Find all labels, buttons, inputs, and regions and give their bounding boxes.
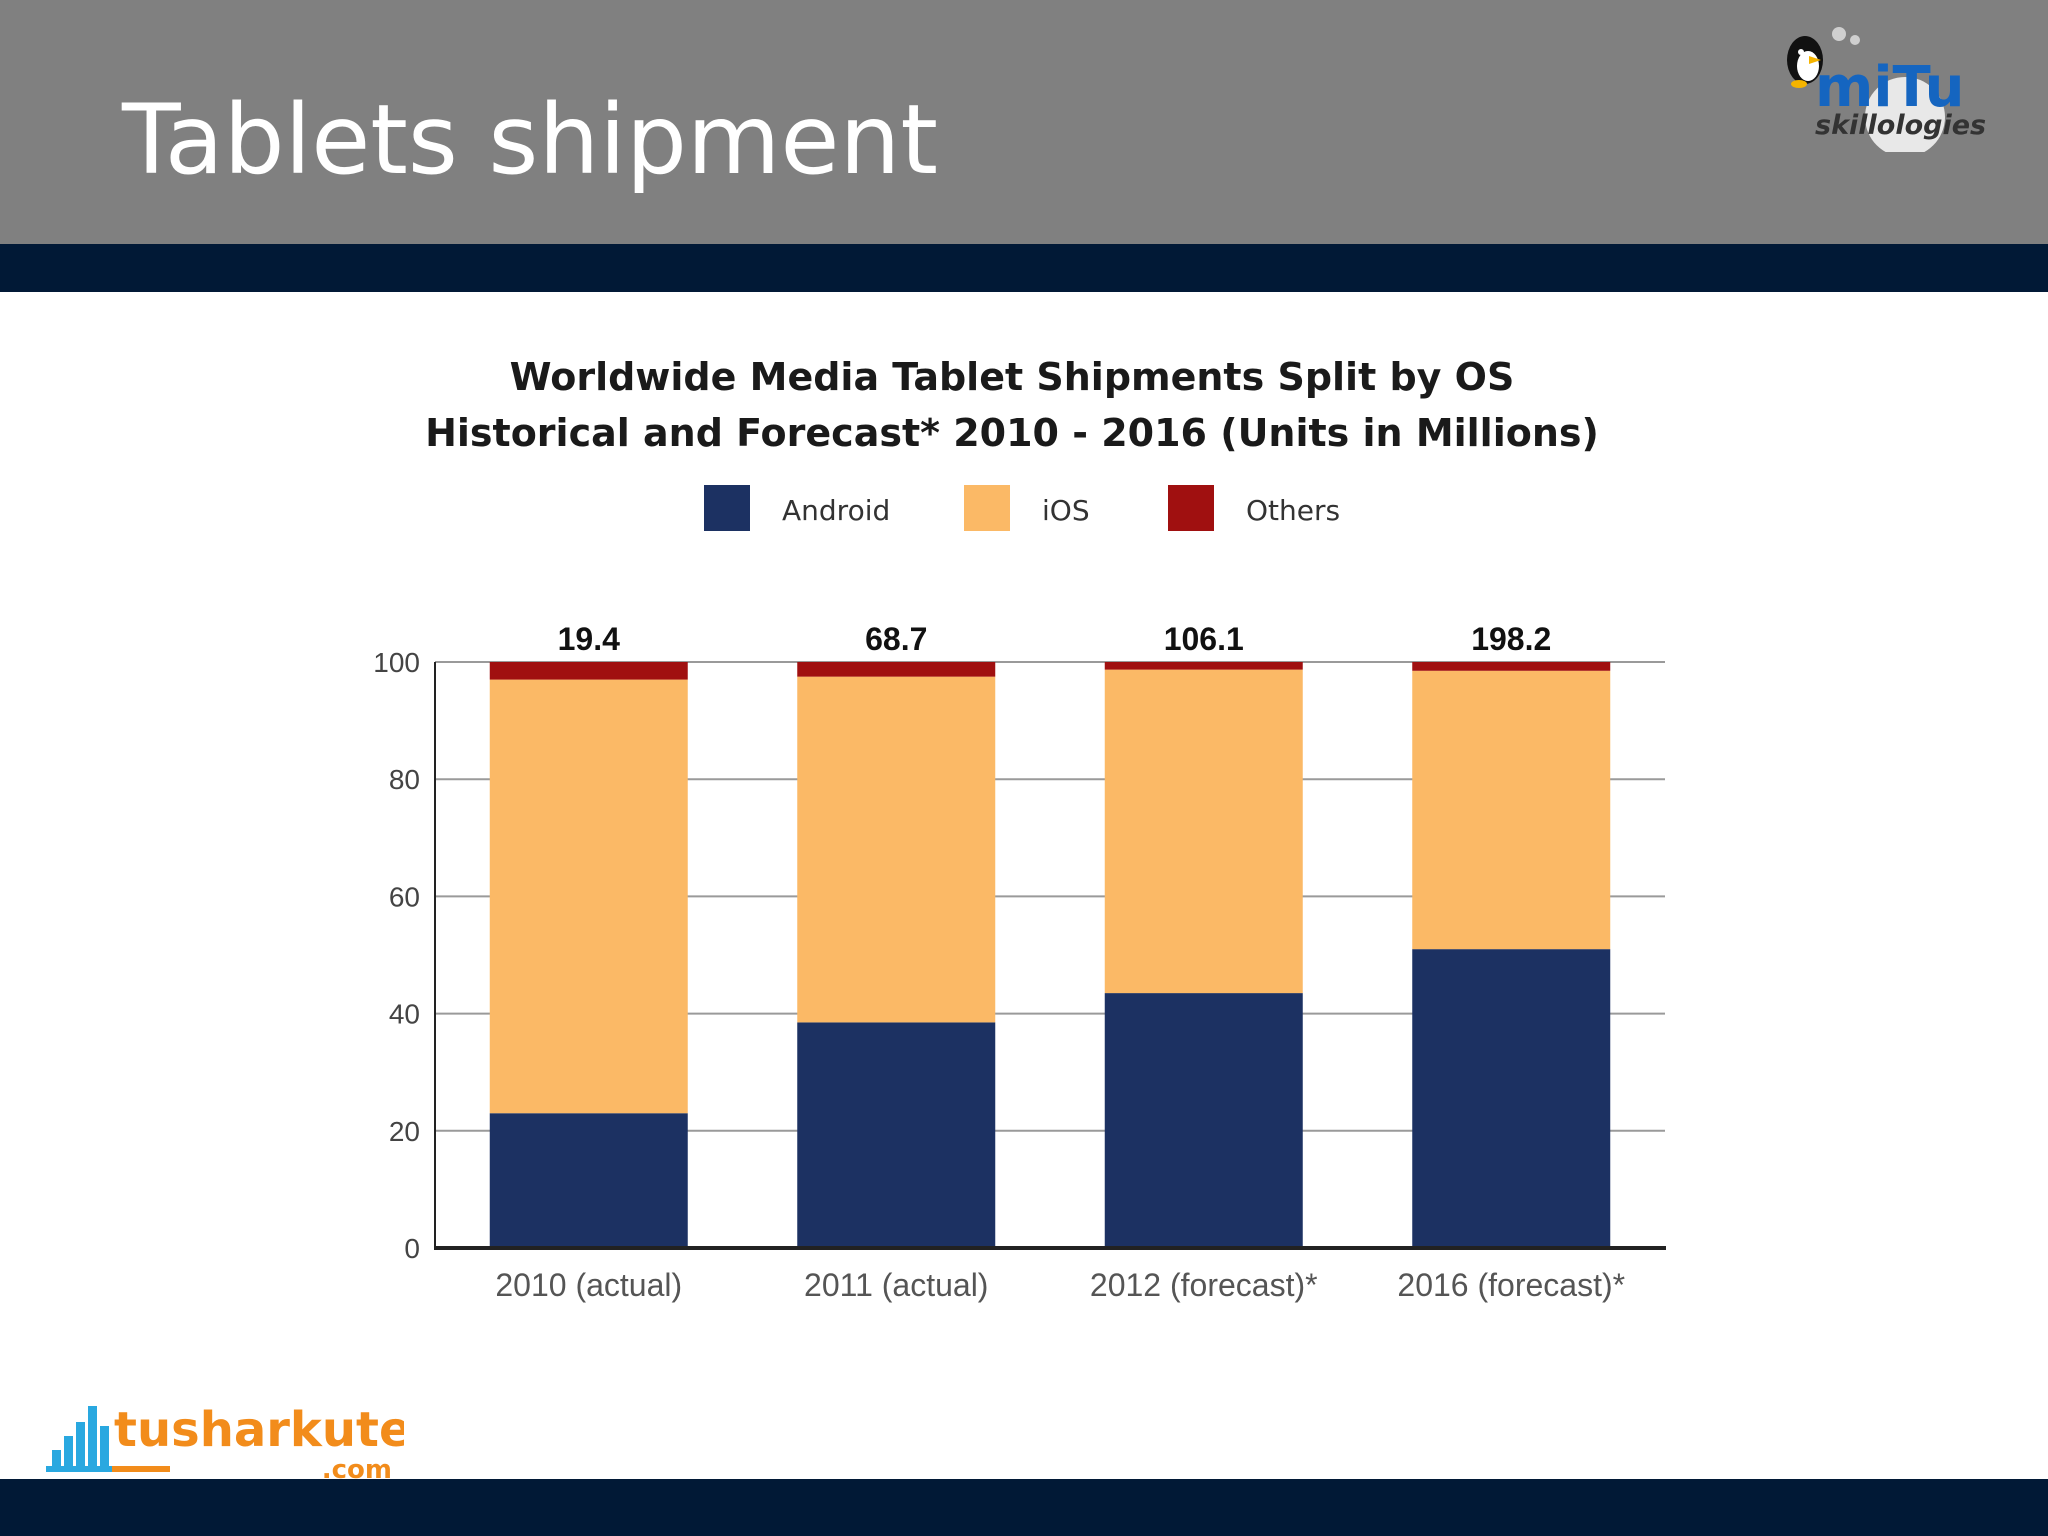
bar-others-1 [797, 662, 996, 677]
footer-band [0, 1479, 2048, 1536]
bar-others-3 [1412, 662, 1611, 671]
bar-android-0 [489, 1113, 688, 1248]
x-axis-ticks: 2010 (actual) 2011 (actual) 2012 (forecast… [495, 1267, 1625, 1303]
x-tick-label: 2016 (forecast)* [1397, 1267, 1625, 1303]
brand-logo: miTu skillologies [1787, 27, 1986, 152]
brand-logo-name: miTu [1815, 55, 1964, 120]
y-tick-label: 20 [389, 1116, 420, 1147]
brand-logo-tagline: skillologies [1815, 110, 1986, 141]
header-band [0, 244, 2048, 292]
bar-ios-2 [1104, 669, 1303, 994]
chart-title: Worldwide Media Tablet Shipments Split b… [510, 355, 1515, 399]
slide-header [0, 0, 2048, 244]
total-label: 198.2 [1471, 621, 1551, 657]
bar-others-0 [489, 662, 688, 680]
footer-logo-name: tusharkute [114, 1402, 404, 1458]
total-label: 68.7 [865, 621, 927, 657]
bar-books-icon [46, 1406, 170, 1472]
legend-swatch-others [1168, 485, 1214, 531]
total-labels: 19.4 68.7 106.1 198.2 [558, 621, 1552, 657]
bar-ios-3 [1412, 670, 1611, 950]
total-label: 19.4 [558, 621, 620, 657]
legend-swatch-android [704, 485, 750, 531]
x-tick-label: 2012 (forecast)* [1090, 1267, 1318, 1303]
x-tick-label: 2010 (actual) [495, 1267, 682, 1303]
legend-label-others: Others [1246, 494, 1340, 527]
bar-others-2 [1104, 662, 1303, 670]
bar-ios-0 [489, 679, 688, 1114]
bar-android-1 [797, 1022, 996, 1248]
y-tick-label: 60 [389, 881, 420, 912]
slide-title: Tablets shipment [122, 84, 938, 196]
y-tick-label: 100 [373, 647, 420, 678]
chart-bars [489, 662, 1611, 1248]
chart-subtitle: Historical and Forecast* 2010 - 2016 (Un… [425, 411, 1599, 455]
y-axis-ticks: 0 20 40 60 80 100 [373, 647, 420, 1264]
y-tick-label: 40 [389, 999, 420, 1030]
bar-android-3 [1412, 949, 1611, 1248]
bar-android-2 [1104, 993, 1303, 1248]
chart: Worldwide Media Tablet Shipments Split b… [373, 355, 1666, 1303]
penguin-icon [1787, 27, 1945, 152]
chart-legend: Android iOS Others [704, 485, 1340, 531]
legend-label-android: Android [782, 494, 890, 527]
legend-label-ios: iOS [1042, 494, 1090, 527]
y-tick-label: 80 [389, 764, 420, 795]
bar-ios-1 [797, 676, 996, 1023]
y-tick-label: 0 [404, 1233, 420, 1264]
footer-logo-suffix: .com [322, 1455, 392, 1480]
footer-logo: tusharkute .com [46, 1402, 404, 1480]
total-label: 106.1 [1164, 621, 1244, 657]
x-tick-label: 2011 (actual) [804, 1267, 988, 1303]
legend-swatch-ios [964, 485, 1010, 531]
